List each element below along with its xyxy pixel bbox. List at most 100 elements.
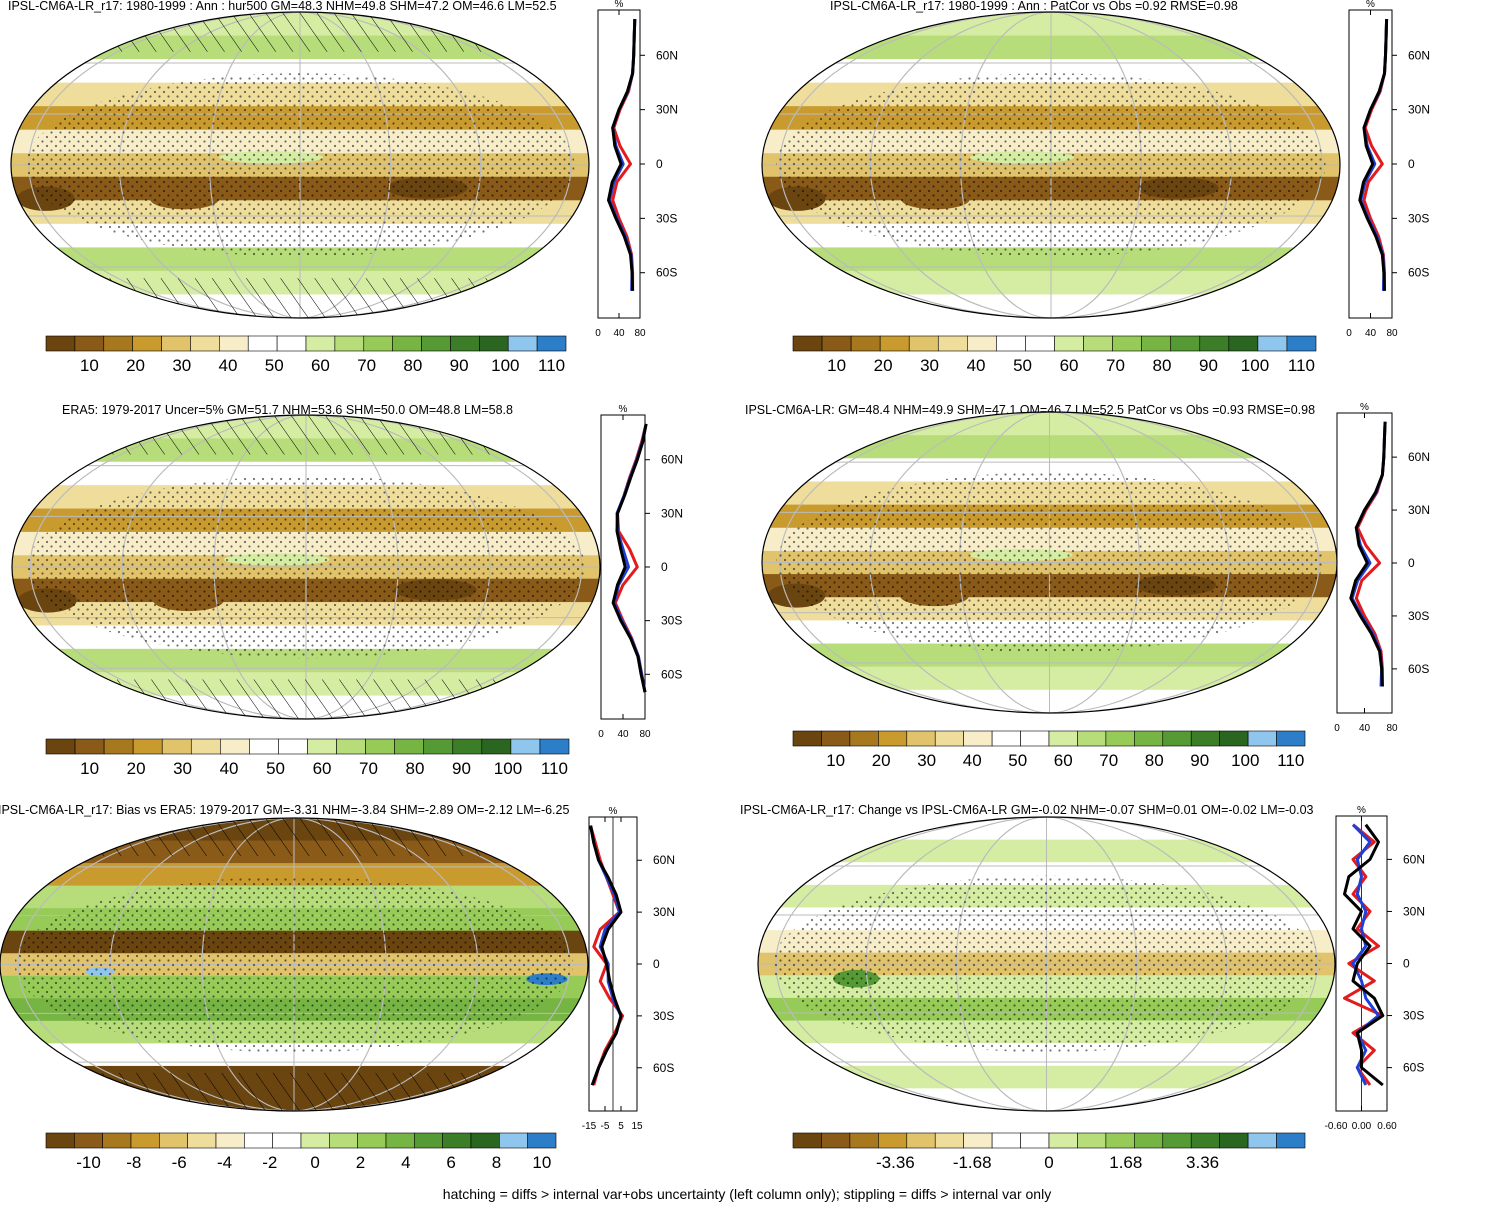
colorbar-label: 20 xyxy=(872,751,891,770)
colorbar-swatch xyxy=(937,335,968,352)
colorbar-label: 110 xyxy=(538,356,565,375)
lat-label: 30S xyxy=(656,211,677,225)
colorbar-swatch xyxy=(161,738,192,755)
colorbar-label: 40 xyxy=(219,356,238,375)
colorbar-label: 4 xyxy=(401,1153,410,1172)
colorbar-label: 2 xyxy=(356,1153,365,1172)
colorbar-swatch xyxy=(244,1132,273,1149)
x-tick-label: 0.60 xyxy=(1377,1121,1397,1132)
colorbar-swatch xyxy=(74,335,105,352)
x-tick-label: 80 xyxy=(1386,328,1398,339)
colorbar-swatch xyxy=(74,1132,103,1149)
colorbar-swatch xyxy=(336,738,366,755)
series-other-line xyxy=(1359,19,1389,291)
colorbar-label: 50 xyxy=(265,356,284,375)
colorbar-swatch xyxy=(132,335,162,352)
colorbar-swatch xyxy=(307,738,337,755)
colorbar-label: 8 xyxy=(492,1153,501,1172)
profile-panel-d: % 60N 30N 0 30S 60S 0 40 80 xyxy=(1334,402,1430,734)
colorbar-swatch xyxy=(103,738,134,755)
profile-unit-label: % xyxy=(1357,805,1366,816)
lat-label: 60N xyxy=(1403,852,1425,866)
colorbar-swatch xyxy=(996,335,1026,352)
colorbar-swatch xyxy=(249,738,279,755)
colorbar-swatch xyxy=(45,335,76,352)
colorbar-swatch xyxy=(536,335,567,352)
colorbar-swatch xyxy=(272,1132,302,1149)
series-other-line xyxy=(612,423,648,693)
colorbar-swatch xyxy=(1170,335,1201,352)
colorbar-label: 80 xyxy=(1153,356,1172,375)
series-obs-line xyxy=(589,825,623,1086)
colorbar-label: 60 xyxy=(313,759,332,778)
colorbar-label: -4 xyxy=(217,1153,232,1172)
lat-label: 30N xyxy=(653,905,675,919)
colorbar-swatch xyxy=(878,1132,908,1149)
colorbar-swatch xyxy=(190,335,220,352)
lat-label: 30S xyxy=(1408,609,1429,623)
series-obs-line xyxy=(607,19,637,291)
map-panel-b xyxy=(761,11,1341,319)
x-tick-label: 40 xyxy=(617,729,629,740)
lat-label: 60S xyxy=(656,266,677,280)
colorbar-swatch xyxy=(849,1132,879,1149)
colorbar-swatch xyxy=(792,1132,822,1149)
colorbar-label: 60 xyxy=(311,356,330,375)
x-tick-label: 80 xyxy=(1386,723,1398,734)
series-model-line xyxy=(589,825,625,1086)
profile-unit-label: % xyxy=(1360,402,1369,413)
colorbar-swatch xyxy=(1247,730,1277,747)
lat-label: 0 xyxy=(653,957,660,971)
colorbar-label: 70 xyxy=(359,759,378,778)
colorbar-swatch xyxy=(159,1132,188,1149)
colorbar-swatch xyxy=(908,335,939,352)
profile-panel-c: % 60N 30N 0 30S 60S 0 40 80 xyxy=(598,404,683,740)
lat-label: 60S xyxy=(1408,662,1429,676)
lat-label: 60S xyxy=(1408,266,1429,280)
colorbar-swatch xyxy=(821,730,851,747)
profile-panel-b: % 60N 30N 0 30S 60S 0 40 80 xyxy=(1346,0,1430,339)
series-obs-line xyxy=(1343,823,1385,1087)
colorbar-f: -3.36 -1.68 0 1.68 3.36 xyxy=(792,1132,1306,1172)
colorbar-label: 100 xyxy=(1231,751,1259,770)
colorbar-label: 50 xyxy=(1013,356,1032,375)
x-tick-label: 5 xyxy=(618,1121,624,1132)
lat-label: 0 xyxy=(1403,957,1410,971)
colorbar-label: -3.36 xyxy=(876,1153,915,1172)
map-outline-a xyxy=(10,11,590,319)
x-tick-label: 80 xyxy=(639,729,651,740)
map-outline-f xyxy=(757,816,1336,1112)
colorbar-swatch xyxy=(1257,335,1288,352)
series-obs-line xyxy=(611,423,648,693)
x-tick-label: -0.60 xyxy=(1325,1121,1348,1132)
colorbar-label: 80 xyxy=(403,356,422,375)
lat-label: 60N xyxy=(653,853,675,867)
colorbar-label: 0 xyxy=(310,1153,319,1172)
profile-panel-e: % 60N 30N 0 30S 60S -15 -5 5 15 xyxy=(582,806,675,1132)
colorbar-swatch xyxy=(510,738,541,755)
colorbar-swatch xyxy=(305,335,336,352)
map-outline-c xyxy=(11,414,601,720)
colorbar-swatch xyxy=(247,335,278,352)
series-model-line xyxy=(1354,421,1387,687)
colorbar-label: 30 xyxy=(173,759,192,778)
colorbar-swatch xyxy=(878,730,908,747)
colorbar-label: -6 xyxy=(172,1153,187,1172)
profile-unit-label: % xyxy=(609,806,618,817)
colorbar-swatch xyxy=(1105,730,1135,747)
map-panel-c xyxy=(11,414,601,720)
colorbar-label: 70 xyxy=(1106,356,1125,375)
colorbar-swatch xyxy=(300,1132,330,1149)
colorbar-label: 10 xyxy=(827,356,846,375)
panel-a-title: IPSL-CM6A-LR_r17: 1980-1999 : Ann : hur5… xyxy=(8,0,557,13)
colorbar-swatch xyxy=(1134,1132,1164,1149)
series-other-line xyxy=(608,19,637,291)
colorbar-swatch xyxy=(1077,730,1107,747)
colorbar-swatch xyxy=(357,1132,387,1149)
x-tick-label: 40 xyxy=(1359,723,1371,734)
colorbar-label: 90 xyxy=(450,356,469,375)
colorbar-swatch xyxy=(1105,1132,1135,1149)
x-tick-label: -5 xyxy=(601,1121,610,1132)
colorbar-label: 80 xyxy=(1145,751,1164,770)
lat-label: 0 xyxy=(656,157,663,171)
